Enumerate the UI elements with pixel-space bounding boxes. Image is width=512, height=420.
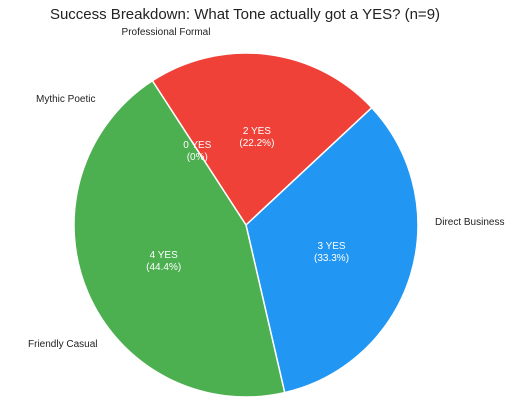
chart-title: Success Breakdown: What Tone actually go… bbox=[50, 6, 440, 23]
slice-value-label-friendly-casual: 4 YES (44.4%) bbox=[146, 250, 181, 273]
category-label-direct-business: Direct Business bbox=[435, 217, 504, 228]
pie-slice-friendly-casual bbox=[73, 79, 286, 398]
category-label-mythic-poetic: Mythic Poetic bbox=[36, 94, 95, 105]
pie-slices bbox=[73, 52, 419, 398]
pie-labels: 2 YES (22.2%) Professional Formal 3 YES (33.… bbox=[28, 27, 504, 350]
category-label-professional-formal: Professional Formal bbox=[122, 27, 211, 38]
slice-value-label-mythic-poetic: 0 YES (0%) bbox=[183, 140, 211, 163]
slice-value-label-direct-business: 3 YES (33.3%) bbox=[314, 241, 349, 264]
slice-value-label-professional-formal: 2 YES (22.2%) bbox=[239, 126, 274, 149]
pie-slice-professional-formal bbox=[151, 52, 373, 227]
pie-slice-direct-business bbox=[245, 106, 419, 394]
category-label-friendly-casual: Friendly Casual bbox=[28, 339, 97, 350]
